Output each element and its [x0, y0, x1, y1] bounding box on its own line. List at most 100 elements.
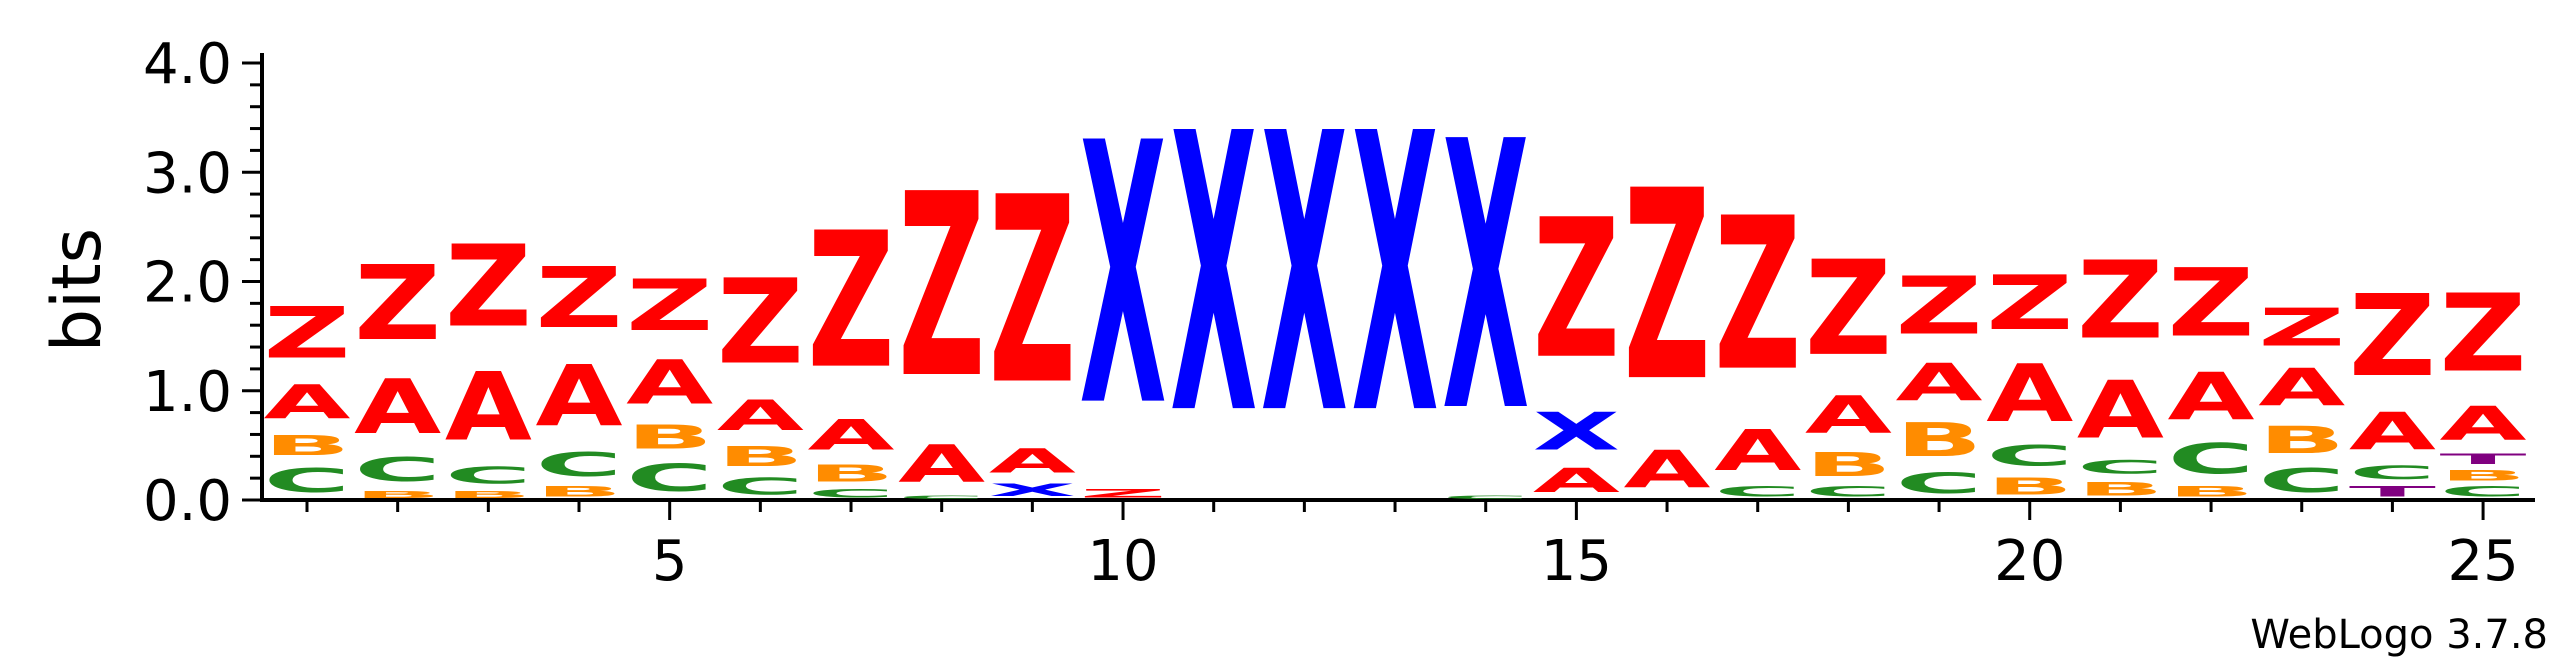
- logo-letter: Z: [626, 266, 713, 347]
- logo-letter: Z: [1896, 260, 1983, 352]
- logo-letter: B: [1986, 473, 2073, 500]
- logo-letter: B: [535, 484, 622, 500]
- logo-column: CAZ: [898, 140, 985, 500]
- logo-letter: A: [2349, 402, 2436, 462]
- logo-letter: Z: [1533, 178, 1620, 401]
- logo-letter: A: [2168, 358, 2255, 434]
- y-tick-label: 4.0: [143, 32, 232, 97]
- logo-letter: X: [1170, 53, 1257, 499]
- logo-letter: Z: [2440, 270, 2527, 395]
- logo-letter: Z: [1805, 233, 1892, 385]
- y-tick-label: 1.0: [143, 360, 232, 425]
- x-axis: 5 10 15 20 25: [260, 498, 2535, 594]
- weblogo-credit: WebLogo 3.7.8: [2250, 612, 2548, 658]
- logo-letter: A: [1805, 385, 1892, 445]
- logo-letter: C: [626, 456, 713, 500]
- logo-letter: C: [354, 451, 441, 489]
- logo-column: AXZ: [1533, 178, 1620, 500]
- logo-letter: B: [263, 429, 350, 462]
- logo-letter: C: [2349, 462, 2436, 484]
- logo-letter: X: [1261, 53, 1348, 499]
- logo-letter: C: [445, 462, 532, 489]
- logo-letter: A: [2077, 364, 2164, 456]
- logo-letter: X: [1533, 402, 1620, 462]
- logo-letter: Z: [535, 250, 622, 347]
- logo-letter: B: [2168, 484, 2255, 500]
- logo-letter: A: [1714, 418, 1801, 483]
- logo-letter: A: [626, 348, 713, 419]
- x-tick-label: 20: [1994, 529, 2065, 594]
- x-tick-label: 5: [652, 529, 688, 594]
- logo-letter: C: [2168, 434, 2255, 483]
- logo-letter: Z: [354, 244, 441, 364]
- logo-letter: Z: [989, 143, 1076, 442]
- logo-letter: Z: [2349, 272, 2436, 402]
- logo-letter: Z: [263, 293, 350, 374]
- logo-letter: B: [1896, 413, 1983, 468]
- logo-letter: A: [263, 375, 351, 429]
- logo-letter: A: [354, 363, 441, 451]
- logo-letter: B: [445, 489, 532, 500]
- logo-letter: X: [989, 481, 1076, 501]
- logo-letter: X: [1352, 53, 1439, 499]
- logo-letter: C: [1714, 484, 1801, 500]
- logo-letter: Z: [1986, 260, 2073, 347]
- y-tick-label: 2.0: [143, 251, 232, 316]
- x-tick-label: 25: [2447, 529, 2518, 594]
- logo-letter: A: [2440, 397, 2528, 451]
- logo-column: ZX: [1080, 67, 1167, 500]
- logo-letter: A: [989, 442, 1076, 480]
- logo-letter: A: [445, 354, 532, 462]
- logo-column: CX: [1442, 65, 1529, 500]
- logo-letter: A: [2258, 358, 2345, 418]
- logo-letter: Z: [2077, 238, 2164, 363]
- logo-letter: B: [2440, 467, 2527, 483]
- logo-letter: C: [717, 473, 804, 500]
- logo-letter: B: [354, 489, 441, 500]
- logo-letter: C: [807, 487, 894, 500]
- logo-letter: B: [1805, 445, 1892, 483]
- logo-column: X: [1352, 53, 1439, 499]
- logo-letter: Z: [1714, 174, 1801, 418]
- logo-letter: C: [2440, 484, 2527, 500]
- logo-letter: A: [898, 435, 985, 495]
- logo-letter: C: [263, 462, 350, 500]
- logo-letter: Z: [1080, 487, 1167, 500]
- logo-letter: A: [717, 391, 804, 440]
- logo-letter: Z: [445, 222, 532, 352]
- logo-letter: A: [1896, 353, 1983, 413]
- logo-column: AZ: [1624, 134, 1711, 500]
- y-tick-label: 0.0: [143, 469, 232, 534]
- logo-letter: Z: [717, 254, 804, 390]
- logo-letter: Z: [807, 193, 894, 411]
- logo-letter: C: [1442, 495, 1529, 500]
- logo-letter: T: [2440, 451, 2527, 467]
- logo-letter: B: [626, 418, 713, 456]
- logo-letter: Z: [898, 140, 985, 434]
- logo-letter: A: [1533, 462, 1620, 500]
- logo-letter: A: [807, 411, 894, 460]
- logo-letter: C: [2258, 462, 2345, 500]
- logo-letter: C: [898, 495, 985, 500]
- x-tick-label: 15: [1541, 529, 1612, 594]
- logo-letter: C: [2077, 457, 2164, 479]
- logo-letter: X: [1080, 67, 1167, 485]
- logo-column: XAZ: [989, 143, 1076, 500]
- logo-letter: A: [1624, 440, 1711, 500]
- logo-letter: A: [535, 348, 622, 445]
- y-axis-title: bits: [38, 228, 117, 352]
- logo-column: CAZ: [1714, 174, 1801, 500]
